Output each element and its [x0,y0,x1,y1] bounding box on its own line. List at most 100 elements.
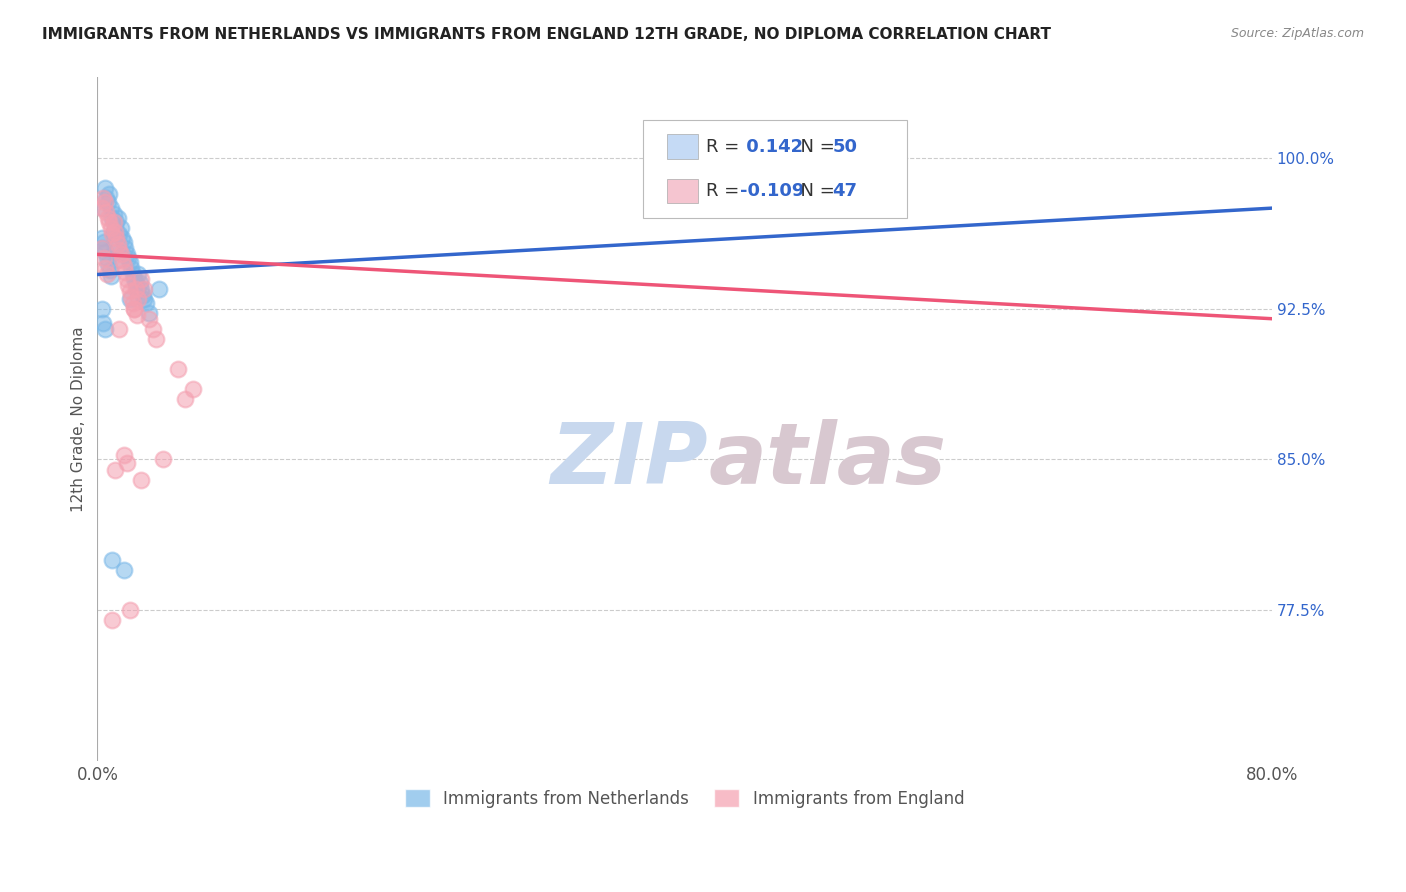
Point [174,392,197,406]
Point [96,268,118,282]
Point [127,292,149,306]
Point [103,237,125,252]
Text: R =: R = [706,182,745,200]
Point [91,231,114,245]
Point [94,245,117,260]
Point [90,201,112,215]
Point [181,382,204,396]
Point [110,247,132,261]
Point [93,322,115,336]
Point [101,211,124,226]
Point [91,241,114,255]
Point [104,245,127,260]
Point [114,241,136,255]
Text: 47: 47 [832,182,858,200]
Point [122,301,145,316]
Point [138,306,160,320]
Point [97,257,120,271]
Point [94,261,117,276]
Point [152,452,174,467]
Point [108,227,131,242]
Point [91,191,114,205]
Text: ZIP: ZIP [551,418,709,502]
Text: 50: 50 [832,137,858,155]
Point [120,290,142,304]
Point [101,227,124,242]
Y-axis label: 12th Grade, No Diploma: 12th Grade, No Diploma [72,326,86,512]
Point [107,211,129,226]
Point [167,362,190,376]
Point [98,187,121,202]
Point [115,271,138,285]
Point [118,255,141,269]
Point [101,613,124,627]
Point [121,295,143,310]
Point [127,268,149,282]
Point [118,284,141,298]
Text: R =: R = [706,137,745,155]
Text: IMMIGRANTS FROM NETHERLANDS VS IMMIGRANTS FROM ENGLAND 12TH GRADE, NO DIPLOMA CO: IMMIGRANTS FROM NETHERLANDS VS IMMIGRANT… [42,27,1052,42]
Point [120,261,142,276]
Point [114,265,136,279]
Point [111,231,134,245]
Point [100,221,122,235]
Point [132,287,155,301]
Point [148,282,170,296]
Text: -0.109: -0.109 [740,182,804,200]
Point [115,247,138,261]
Point [125,282,148,296]
Point [101,227,124,242]
Point [125,308,148,322]
Point [97,211,120,226]
Point [110,221,132,235]
Point [105,231,128,245]
Point [138,311,160,326]
Point [112,449,135,463]
Point [103,215,125,229]
Point [108,322,131,336]
Point [91,316,114,330]
Point [96,252,118,266]
Point [93,252,115,266]
Point [131,473,153,487]
Point [96,191,118,205]
Point [93,235,115,250]
Point [129,276,152,290]
Point [93,195,115,210]
Point [124,276,146,290]
Point [100,269,122,284]
Point [145,332,167,346]
Point [108,244,131,258]
Point [90,301,112,316]
Point [117,277,139,292]
Point [118,603,141,617]
Point [117,252,139,266]
Point [112,563,135,577]
Point [105,215,128,229]
Point [111,253,134,268]
Point [97,195,120,210]
Point [122,271,145,285]
Text: Source: ZipAtlas.com: Source: ZipAtlas.com [1230,27,1364,40]
Text: N =: N = [789,137,841,155]
Point [124,282,146,296]
Point [104,225,127,239]
Point [93,181,115,195]
Point [98,263,121,277]
Point [134,282,156,296]
Text: 0.142: 0.142 [740,137,803,155]
Point [96,205,118,219]
Point [118,292,141,306]
Point [107,237,129,252]
Point [131,282,153,296]
Point [112,235,135,250]
Text: atlas: atlas [709,418,946,502]
Point [103,207,125,221]
Text: N =: N = [789,182,841,200]
Point [101,553,124,567]
Point [112,260,135,274]
Point [142,322,165,336]
Point [135,295,157,310]
Legend: Immigrants from Netherlands, Immigrants from England: Immigrants from Netherlands, Immigrants … [398,783,972,814]
Point [100,201,122,215]
